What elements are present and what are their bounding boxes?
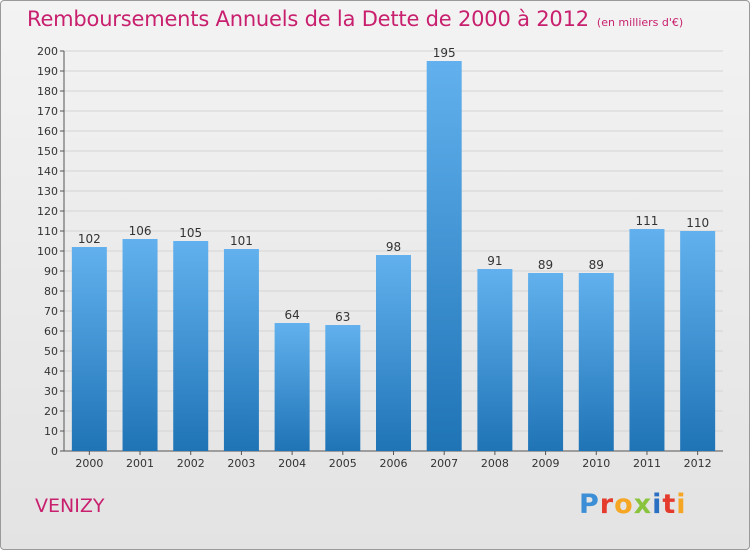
bar-value-label: 111 <box>636 214 659 228</box>
bar-value-label: 98 <box>386 240 401 254</box>
y-tick-label: 110 <box>37 225 58 238</box>
bar <box>122 239 158 451</box>
bar <box>426 61 462 451</box>
y-tick-label: 130 <box>37 185 58 198</box>
chart-unit: (en milliers d'€) <box>596 16 684 29</box>
bar-value-label: 64 <box>284 308 299 322</box>
bar-value-label: 106 <box>129 224 152 238</box>
bar-value-label: 91 <box>487 254 502 268</box>
y-tick-label: 180 <box>37 85 58 98</box>
x-tick-label: 2009 <box>532 457 560 470</box>
bar-value-label: 89 <box>589 258 604 272</box>
data-labels: 102 106 105 101 64 63 98 195 91 89 89 111 110 <box>78 46 709 324</box>
bar-value-label: 110 <box>686 216 709 230</box>
y-tick-label: 20 <box>44 405 58 418</box>
bar <box>376 255 411 451</box>
logo-letter: t <box>662 489 677 520</box>
x-tick-label: 2003 <box>227 457 255 470</box>
x-tick-label: 2004 <box>278 457 306 470</box>
logo-letter: r <box>599 489 615 520</box>
bar <box>528 273 564 451</box>
y-tick-label: 150 <box>37 145 58 158</box>
bar <box>274 323 310 451</box>
x-tick-label: 2001 <box>126 457 154 470</box>
bar-value-label: 195 <box>433 46 456 60</box>
bar-value-label: 101 <box>230 234 253 248</box>
x-tick-label: 2006 <box>380 457 408 470</box>
y-tick-label: 80 <box>44 285 58 298</box>
y-tick-label: 90 <box>44 265 58 278</box>
x-tick-label: 2002 <box>177 457 205 470</box>
y-tick-label: 70 <box>44 305 58 318</box>
logo-letter: i <box>676 489 687 520</box>
bar <box>578 273 614 451</box>
y-tick-label: 60 <box>44 325 58 338</box>
bar <box>71 247 107 451</box>
x-tick-label: 2011 <box>633 457 661 470</box>
bar-value-label: 105 <box>179 226 202 240</box>
y-tick-label: 170 <box>37 105 58 118</box>
x-tick-label: 2000 <box>75 457 103 470</box>
logo-letter: o <box>614 489 634 520</box>
y-tick-label: 10 <box>44 425 58 438</box>
y-tick-label: 190 <box>37 65 58 78</box>
y-tick-label: 0 <box>51 445 58 458</box>
bar <box>325 325 361 451</box>
y-tick-label: 100 <box>37 245 58 258</box>
y-tick-label: 140 <box>37 165 58 178</box>
y-tick-label: 120 <box>37 205 58 218</box>
x-tick-label: 2007 <box>430 457 458 470</box>
logo-letter: x <box>633 489 653 520</box>
x-tick-label: 2012 <box>684 457 712 470</box>
bar <box>477 269 513 451</box>
bar <box>680 231 716 451</box>
axes: 0 10 20 30 40 50 60 70 80 90 100 110 120 130 140 150 160… <box>37 45 723 470</box>
y-tick-label: 160 <box>37 125 58 138</box>
logo-letter: P <box>579 489 600 520</box>
y-tick-label: 40 <box>44 365 58 378</box>
logo-letter: i <box>652 489 663 520</box>
y-tick-label: 200 <box>37 45 58 58</box>
x-tick-label: 2010 <box>582 457 610 470</box>
chart-title: Remboursements Annuels de la Dette de 20… <box>27 7 589 31</box>
commune-name: VENIZY <box>35 495 105 517</box>
y-tick-label: 30 <box>44 385 58 398</box>
bar-value-label: 102 <box>78 232 101 246</box>
bars <box>71 61 716 451</box>
bar-value-label: 63 <box>335 310 350 324</box>
y-tick-label: 50 <box>44 345 58 358</box>
x-tick-label: 2005 <box>329 457 357 470</box>
bar-value-label: 89 <box>538 258 553 272</box>
x-tick-label: 2008 <box>481 457 509 470</box>
proxiti-logo[interactable]: Proxiti <box>579 489 687 520</box>
bar <box>223 249 259 451</box>
bar <box>629 229 665 451</box>
chart-title-block: Remboursements Annuels de la Dette de 20… <box>27 7 683 31</box>
bar <box>173 241 209 451</box>
